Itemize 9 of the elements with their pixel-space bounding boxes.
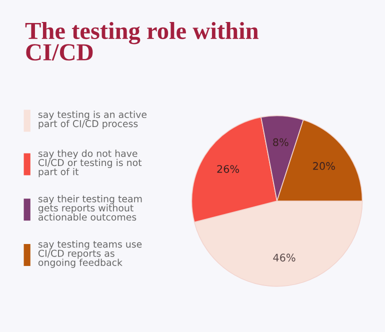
data-label: 8% — [273, 138, 288, 146]
data-label: 26% — [217, 165, 240, 173]
legend-label: say their testing team gets reports without actionable outcomes — [38, 195, 142, 221]
data-label: 46% — [273, 254, 296, 262]
legend-label: say testing is an active part of CI/CD process — [38, 110, 147, 130]
legend-label: say they do not have CI/CD or testing is not part of it — [38, 150, 142, 178]
data-label: 20% — [313, 162, 335, 170]
legend-label: say testing teams use CI/CD reports as ongoing feedback — [38, 240, 142, 268]
chart-title: The testing role within CI/CD — [25, 22, 258, 60]
